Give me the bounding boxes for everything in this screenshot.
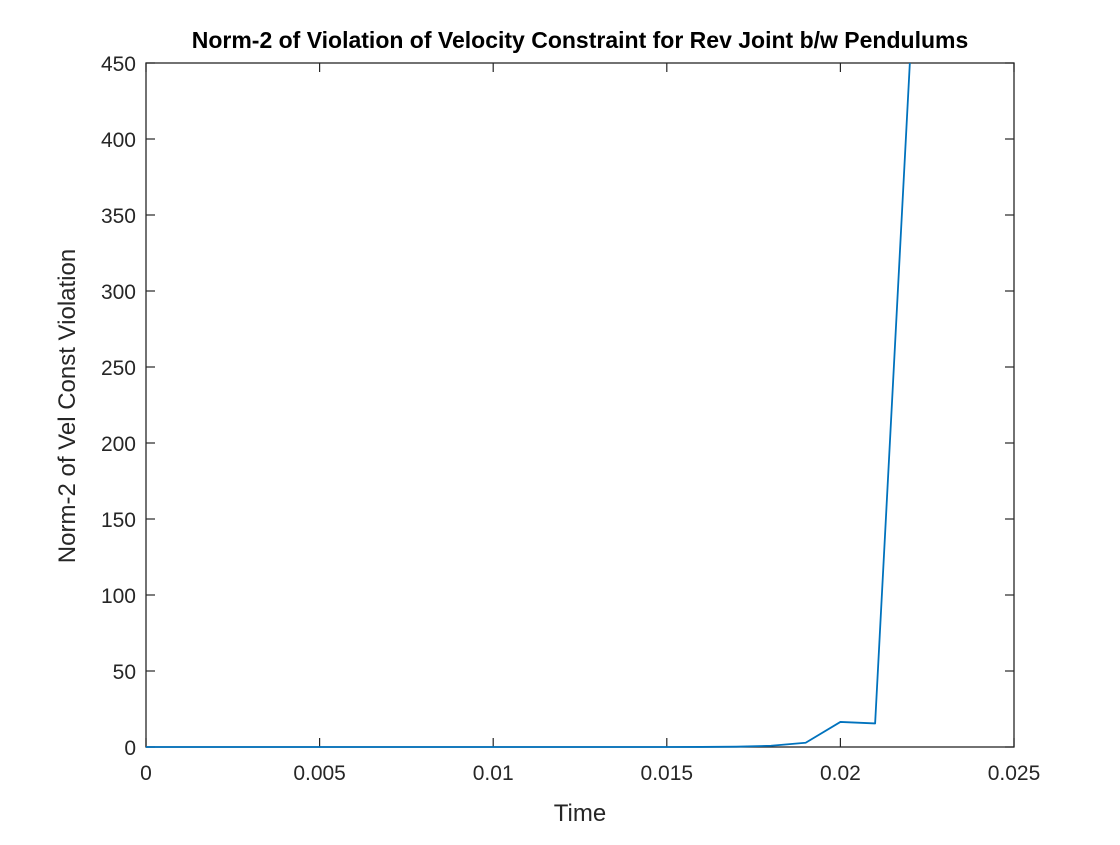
ticks-layer: 0 0.005 0.01 0.015 0.02 0.025 0 50 100 150 200 250 3… bbox=[101, 53, 1040, 785]
y-tick-label: 50 bbox=[113, 661, 136, 684]
axes-box bbox=[145, 62, 1015, 748]
y-tick-label: 200 bbox=[101, 433, 136, 456]
y-axis-label: Norm-2 of Vel Const Violation bbox=[54, 249, 81, 563]
y-tick-label: 150 bbox=[101, 509, 136, 532]
x-tick-label: 0.015 bbox=[641, 762, 694, 785]
y-tick-label: 250 bbox=[101, 357, 136, 380]
y-tick-label: 350 bbox=[101, 205, 136, 228]
x-tick-label: 0.01 bbox=[473, 762, 514, 785]
series-layer bbox=[146, 62, 911, 748]
x-tick-label: 0.025 bbox=[988, 762, 1041, 785]
y-tick-label: 0 bbox=[124, 737, 136, 760]
y-tick-label: 400 bbox=[101, 129, 136, 152]
chart-title: Norm-2 of Violation of Velocity Constrai… bbox=[192, 27, 969, 53]
y-tick-label: 450 bbox=[101, 53, 136, 76]
y-tick-label: 100 bbox=[101, 585, 136, 608]
series-line bbox=[146, 62, 911, 748]
x-tick-label: 0.02 bbox=[820, 762, 861, 785]
plot-area: 0 0.005 0.01 0.015 0.02 0.025 0 50 100 150 200 250 3… bbox=[101, 53, 1040, 785]
x-axis-label: Time bbox=[554, 800, 606, 827]
x-tick-label: 0.005 bbox=[293, 762, 346, 785]
x-tick-label: 0 bbox=[140, 762, 152, 785]
y-tick-label: 300 bbox=[101, 281, 136, 304]
